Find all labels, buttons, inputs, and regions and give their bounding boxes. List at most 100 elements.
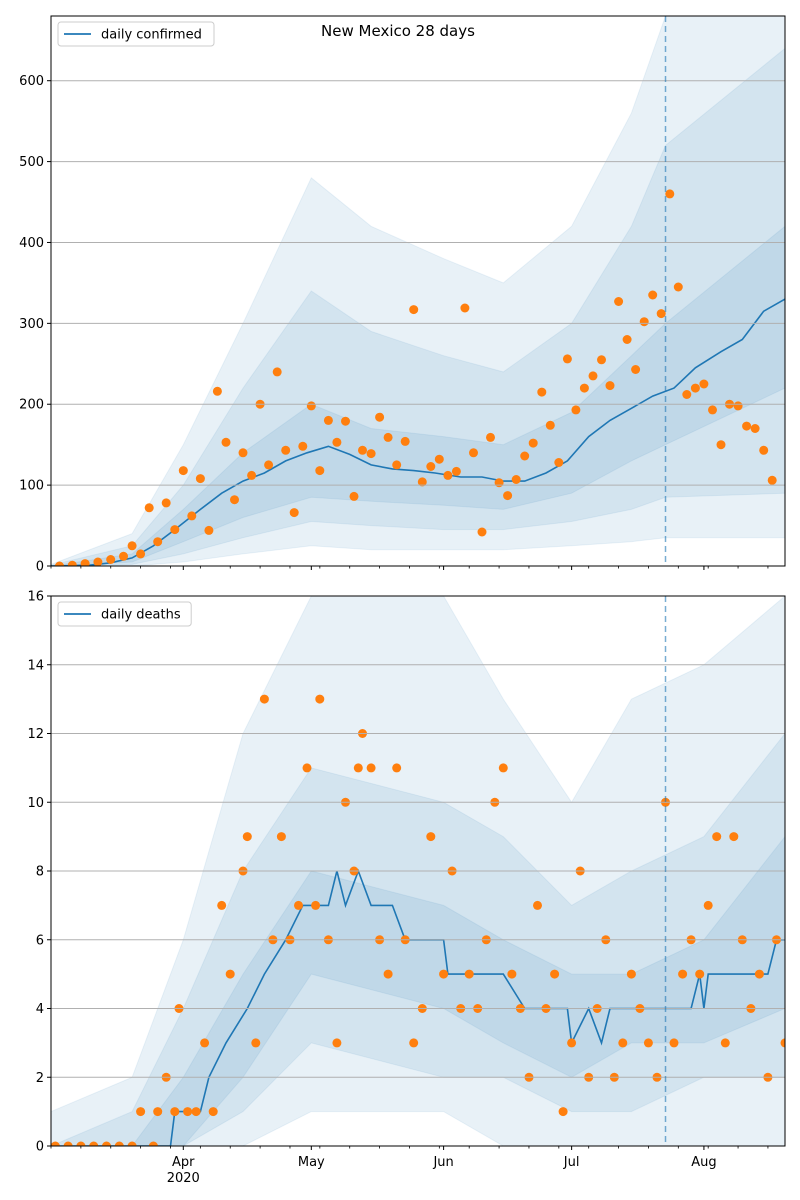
y-tick-label: 100 xyxy=(19,479,44,494)
data-point xyxy=(281,445,291,455)
data-point xyxy=(699,379,709,389)
data-point xyxy=(550,969,560,979)
confirmed-panel: 0 100 200 300 400 500 600 daily confirmed xyxy=(19,15,786,575)
data-point xyxy=(366,763,376,773)
data-point xyxy=(187,511,197,521)
data-point xyxy=(238,448,248,458)
legend-label: daily deaths xyxy=(101,608,181,623)
legend: daily confirmed xyxy=(57,21,215,47)
data-point xyxy=(486,432,495,442)
y-tick-label: 16 xyxy=(27,590,44,605)
data-point xyxy=(669,1038,679,1048)
data-point xyxy=(315,694,325,704)
y-tick-label: 6 xyxy=(36,933,44,948)
data-point xyxy=(119,551,128,561)
data-point xyxy=(51,1141,60,1146)
legend-box xyxy=(57,21,215,47)
data-point xyxy=(443,470,453,480)
data-point xyxy=(750,424,760,433)
y-tick-label: 200 xyxy=(19,398,44,413)
x-tick-label: May xyxy=(298,1155,325,1170)
y-tick-label: 2 xyxy=(36,1071,44,1086)
data-point xyxy=(144,503,154,513)
data-point xyxy=(136,549,146,559)
data-point xyxy=(588,371,598,381)
data-point xyxy=(712,832,722,842)
data-point xyxy=(469,448,478,458)
data-point xyxy=(537,387,547,397)
data-point xyxy=(170,1107,180,1117)
data-point xyxy=(567,1038,577,1048)
legend-label: daily confirmed xyxy=(101,28,202,43)
data-point xyxy=(400,436,410,446)
data-point xyxy=(341,416,350,426)
data-point xyxy=(392,460,402,470)
data-point xyxy=(212,386,222,396)
data-point xyxy=(102,1141,111,1146)
data-point xyxy=(217,900,227,910)
data-point xyxy=(242,832,252,842)
data-point xyxy=(614,297,624,306)
data-point xyxy=(533,900,542,910)
data-point xyxy=(656,309,666,319)
y-tick-label: 8 xyxy=(36,865,44,880)
data-point xyxy=(294,900,303,910)
data-point xyxy=(136,1107,146,1117)
data-point xyxy=(259,694,269,704)
data-point xyxy=(375,412,385,422)
data-point xyxy=(383,432,393,442)
data-point xyxy=(153,537,163,547)
data-point xyxy=(695,969,705,979)
data-point xyxy=(63,1141,73,1146)
data-point xyxy=(409,1038,419,1048)
data-point xyxy=(306,401,316,411)
data-point xyxy=(511,475,521,484)
data-point xyxy=(114,1141,124,1146)
data-point xyxy=(733,401,743,411)
data-point xyxy=(639,317,649,327)
data-point xyxy=(754,969,764,979)
data-point xyxy=(353,763,363,773)
data-point xyxy=(673,282,683,292)
data-point xyxy=(67,560,77,566)
data-point xyxy=(528,438,538,448)
data-point xyxy=(80,559,90,566)
data-point xyxy=(76,1141,86,1146)
data-point xyxy=(161,498,171,508)
y-tick-label: 0 xyxy=(36,560,44,575)
data-point xyxy=(93,557,103,566)
data-point xyxy=(200,1038,210,1048)
data-point xyxy=(426,832,436,842)
data-point xyxy=(208,1107,218,1117)
data-point xyxy=(170,525,180,535)
plot-area xyxy=(51,16,785,566)
data-point xyxy=(690,383,700,393)
data-point xyxy=(618,1038,628,1048)
x-tick-label: Aug xyxy=(691,1155,716,1170)
data-point xyxy=(665,189,675,199)
data-point xyxy=(562,354,572,364)
uncertainty-band-3 xyxy=(51,225,785,566)
data-point xyxy=(643,1038,653,1048)
data-point xyxy=(767,475,777,485)
data-point xyxy=(503,491,513,501)
data-point xyxy=(464,969,474,979)
data-point xyxy=(451,466,461,476)
y-tick-label: 10 xyxy=(27,796,44,811)
data-point xyxy=(622,335,632,344)
y-tick-label: 4 xyxy=(36,1002,44,1017)
data-point xyxy=(264,460,274,470)
data-point xyxy=(276,832,286,842)
data-point xyxy=(272,367,282,377)
y-tick-label: 12 xyxy=(27,727,44,742)
uncertainty-band-1 xyxy=(51,16,785,566)
chart-title: New Mexico 28 days xyxy=(321,22,475,40)
y-tick-label: 500 xyxy=(19,155,44,170)
data-point xyxy=(571,405,581,415)
data-point xyxy=(251,1038,261,1048)
data-point xyxy=(558,1107,568,1117)
data-point xyxy=(708,405,717,415)
